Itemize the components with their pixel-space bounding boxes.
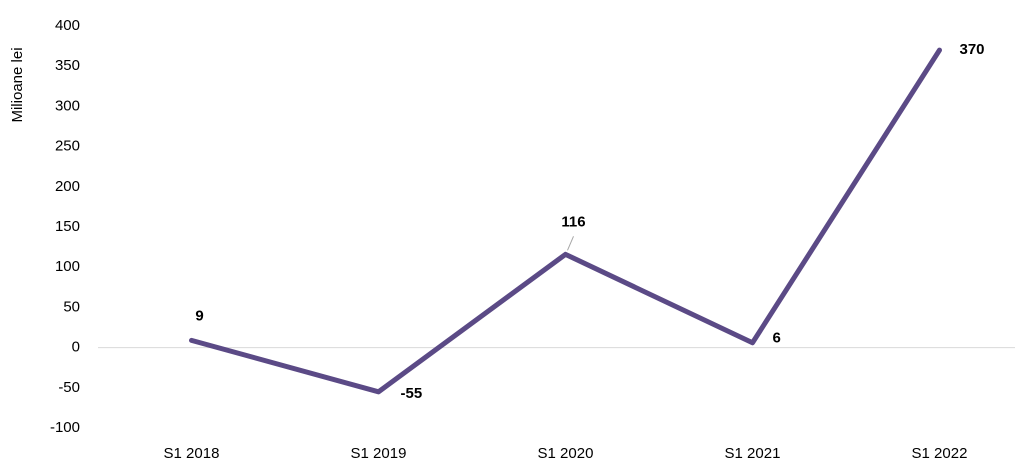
leader-line [567,236,574,251]
y-tick-label: 400 [55,17,80,34]
value-label: -55 [401,385,423,402]
x-tick-label: S1 2018 [164,445,220,462]
y-tick-label: 350 [55,57,80,74]
x-tick-label: S1 2022 [912,445,968,462]
value-label: 116 [561,213,585,230]
y-tick-label: 100 [55,258,80,275]
y-tick-label: 250 [55,138,80,155]
y-tick-label: 200 [55,178,80,195]
x-tick-label: S1 2020 [538,445,594,462]
y-tick-label: -100 [50,419,80,436]
x-tick-label: S1 2019 [351,445,407,462]
y-tick-label: 50 [63,298,80,315]
y-tick-label: 0 [72,339,80,356]
y-tick-label: 300 [55,97,80,114]
value-label: 9 [195,307,203,324]
x-tick-label: S1 2021 [725,445,781,462]
y-tick-label: 150 [55,218,80,235]
value-label: 6 [773,330,781,347]
y-axis-title: Milioane lei [9,47,26,122]
line-series [189,47,942,395]
y-tick-label: -50 [58,379,80,396]
value-label: 370 [960,41,985,58]
